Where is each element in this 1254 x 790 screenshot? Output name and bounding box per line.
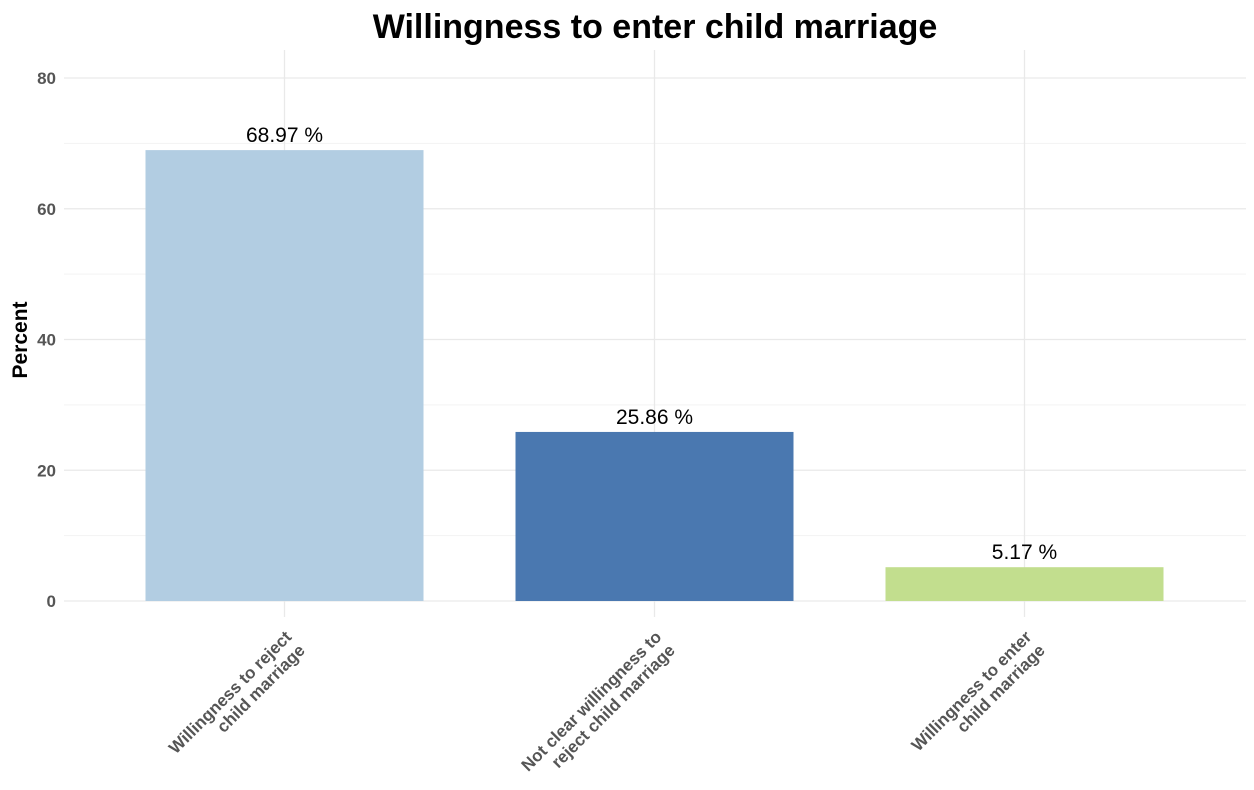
x-tick-label-line: reject child marriage bbox=[548, 641, 679, 772]
x-tick-label: Not clear willingness toreject child mar… bbox=[518, 627, 679, 788]
x-tick-label-line: Not clear willingness to bbox=[518, 627, 666, 775]
x-tick-label: Willingness to rejectchild marriage bbox=[165, 627, 309, 771]
x-tick-label: Willingness to enterchild marriage bbox=[908, 627, 1049, 768]
bar bbox=[515, 431, 794, 601]
x-axis-ticks: Willingness to rejectchild marriage Not c… bbox=[165, 627, 1049, 788]
y-tick-label: 0 bbox=[47, 592, 56, 611]
data-label: 5.17 % bbox=[992, 541, 1057, 564]
y-axis-ticks: 0 20 40 60 80 bbox=[37, 69, 56, 611]
y-tick-label: 20 bbox=[37, 461, 56, 480]
x-tick-label-line: Willingness to enter bbox=[908, 627, 1036, 755]
y-tick-label: 80 bbox=[37, 69, 56, 88]
data-label: 68.97 % bbox=[246, 124, 323, 147]
chart-title: Willingness to enter child marriage bbox=[373, 8, 938, 46]
bar bbox=[145, 150, 424, 601]
x-tick-label-line: Willingness to reject bbox=[165, 627, 295, 757]
bar bbox=[885, 567, 1164, 601]
y-tick-label: 40 bbox=[37, 331, 56, 350]
y-axis-label: Percent bbox=[9, 301, 32, 378]
data-label: 25.86 % bbox=[616, 406, 693, 429]
bars bbox=[145, 150, 1164, 601]
y-tick-label: 60 bbox=[37, 200, 56, 219]
data-labels: 68.97 % 25.86 % 5.17 % bbox=[246, 124, 1057, 564]
